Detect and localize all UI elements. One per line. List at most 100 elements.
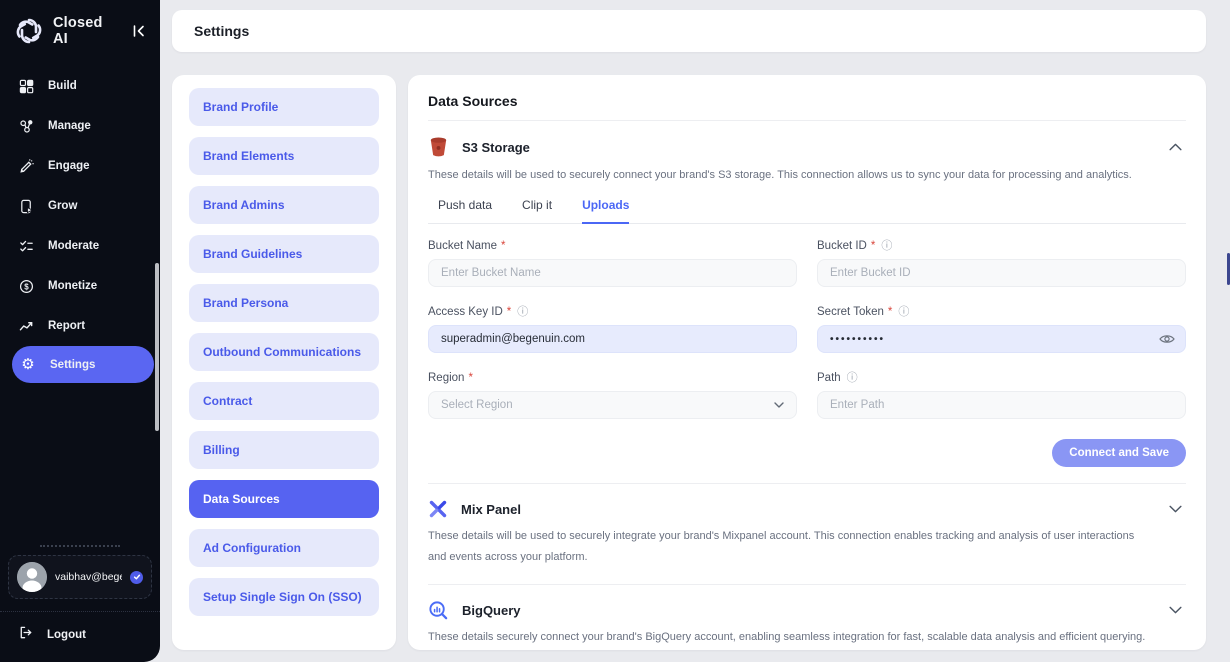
settings-nav-item-brand-guidelines[interactable]: Brand Guidelines <box>189 235 379 273</box>
settings-nav-item-brand-persona[interactable]: Brand Persona <box>189 284 379 322</box>
tab-uploads[interactable]: Uploads <box>582 198 630 224</box>
secret-token-field: Secret Token * ⓘ <box>817 306 1186 353</box>
monetize-icon: $ <box>18 278 34 294</box>
info-icon[interactable]: ⓘ <box>881 239 893 252</box>
s3-storage-icon <box>430 137 447 157</box>
sidebar-item-label: Build <box>48 80 77 92</box>
nav-pill-label: Brand Elements <box>203 149 295 163</box>
nav-pill-label: Ad Configuration <box>203 541 301 555</box>
path-input[interactable] <box>817 391 1186 419</box>
sidebar-item-label: Grow <box>48 200 78 212</box>
logout-button[interactable]: Logout <box>0 612 160 658</box>
access-key-label: Access Key ID * ⓘ <box>428 306 797 318</box>
field-label-text: Bucket ID <box>817 240 867 252</box>
sidebar-item-report[interactable]: Report <box>0 306 160 346</box>
tab-clip-it[interactable]: Clip it <box>522 198 553 212</box>
field-label-text: Region <box>428 372 465 384</box>
avatar <box>17 562 47 592</box>
logout-icon <box>18 625 33 645</box>
mixpanel-section: Mix Panel These details will be used to … <box>428 484 1186 568</box>
bucket-name-input[interactable] <box>428 259 797 287</box>
bucket-name-field: Bucket Name * <box>428 240 797 287</box>
required-asterisk: * <box>468 372 473 384</box>
section-title: BigQuery <box>462 602 521 618</box>
expand-section-icon[interactable] <box>1164 599 1186 621</box>
sidebar-item-build[interactable]: Build <box>0 66 160 106</box>
manage-icon <box>18 118 34 134</box>
report-icon <box>18 318 34 334</box>
page-header: Settings <box>172 10 1206 52</box>
nav-pill-label: Contract <box>203 394 253 408</box>
bucket-name-label: Bucket Name * <box>428 240 797 252</box>
collapse-section-icon[interactable] <box>1164 136 1186 158</box>
settings-nav-item-billing[interactable]: Billing <box>189 431 379 469</box>
user-profile-card[interactable]: vaibhav@begenu... <box>8 555 152 599</box>
chevron-down-icon <box>774 402 784 408</box>
panel-title: Data Sources <box>428 93 518 109</box>
sidebar-item-monetize[interactable]: $ Monetize <box>0 266 160 306</box>
s3-storage-section: S3 Storage These details will be used to… <box>428 135 1186 467</box>
verified-badge-icon <box>130 570 143 584</box>
select-placeholder: Select Region <box>441 399 513 411</box>
sidebar-item-label: Manage <box>48 120 91 132</box>
access-key-input[interactable] <box>428 325 797 353</box>
s3-form: Bucket Name * Bucket ID * ⓘ <box>428 240 1186 419</box>
logout-label: Logout <box>47 629 86 641</box>
s3-tabs: Push data Clip it Uploads <box>428 198 1186 224</box>
build-icon <box>18 78 34 94</box>
page-scrollbar[interactable] <box>1227 253 1230 285</box>
moderate-icon <box>18 238 34 254</box>
region-select[interactable]: Select Region <box>428 391 797 419</box>
eye-icon[interactable] <box>1159 333 1175 345</box>
required-asterisk: * <box>506 306 512 318</box>
sidebar-item-label: Engage <box>48 160 90 172</box>
region-label: Region * <box>428 372 797 384</box>
sidebar-item-grow[interactable]: Grow <box>0 186 160 226</box>
sidebar-scrollbar[interactable] <box>155 263 159 431</box>
nav-pill-label: Setup Single Sign On (SSO) <box>203 590 362 604</box>
settings-nav-panel: Brand Profile Brand Elements Brand Admin… <box>172 75 396 650</box>
grow-icon <box>18 198 34 214</box>
field-label-text: Bucket Name <box>428 240 498 252</box>
required-asterisk: * <box>501 240 506 252</box>
settings-nav-item-sso[interactable]: Setup Single Sign On (SSO) <box>189 578 379 616</box>
sidebar-footer: vaibhav@begenu... Logout <box>0 539 160 662</box>
bigquery-icon <box>429 600 448 619</box>
info-icon[interactable]: ⓘ <box>846 371 858 384</box>
data-sources-panel: Data Sources S3 Storage <box>408 75 1206 650</box>
settings-nav-item-brand-elements[interactable]: Brand Elements <box>189 137 379 175</box>
sidebar-item-manage[interactable]: Manage <box>0 106 160 146</box>
sidebar-item-settings[interactable]: ⚙ Settings <box>12 346 154 383</box>
settings-nav-item-outbound-communications[interactable]: Outbound Communications <box>189 333 379 371</box>
section-description: These details will be used to securely c… <box>428 169 1132 181</box>
required-asterisk: * <box>887 306 893 318</box>
sidebar-item-engage[interactable]: Engage <box>0 146 160 186</box>
info-icon[interactable]: ⓘ <box>517 305 529 318</box>
access-key-field: Access Key ID * ⓘ <box>428 306 797 353</box>
bucket-id-input[interactable] <box>817 259 1186 287</box>
settings-nav-item-brand-admins[interactable]: Brand Admins <box>189 186 379 224</box>
tab-push-data[interactable]: Push data <box>438 198 493 212</box>
section-description: These details will be used to securely i… <box>428 530 1135 563</box>
secret-token-input[interactable] <box>817 325 1186 353</box>
connect-and-save-button[interactable]: Connect and Save <box>1052 439 1186 467</box>
brand-name: Closed AI <box>53 15 103 47</box>
settings-nav-item-contract[interactable]: Contract <box>189 382 379 420</box>
sidebar-item-label: Settings <box>50 358 96 371</box>
app-sidebar: Closed AI Build <box>0 0 160 662</box>
required-asterisk: * <box>870 240 876 252</box>
settings-nav-item-data-sources[interactable]: Data Sources <box>189 480 379 518</box>
secret-token-label: Secret Token * ⓘ <box>817 306 1186 318</box>
section-title: Mix Panel <box>461 501 521 517</box>
user-email: vaibhav@begenu... <box>55 571 122 583</box>
sidebar-divider <box>0 611 160 612</box>
settings-nav-item-brand-profile[interactable]: Brand Profile <box>189 88 379 126</box>
divider <box>428 584 1186 585</box>
settings-nav-item-ad-configuration[interactable]: Ad Configuration <box>189 529 379 567</box>
field-label-text: Path <box>817 372 841 384</box>
info-icon[interactable]: ⓘ <box>898 305 910 318</box>
field-label-text: Secret Token <box>817 306 884 318</box>
sidebar-item-moderate[interactable]: Moderate <box>0 226 160 266</box>
expand-section-icon[interactable] <box>1164 498 1186 520</box>
collapse-sidebar-icon[interactable] <box>130 22 148 40</box>
